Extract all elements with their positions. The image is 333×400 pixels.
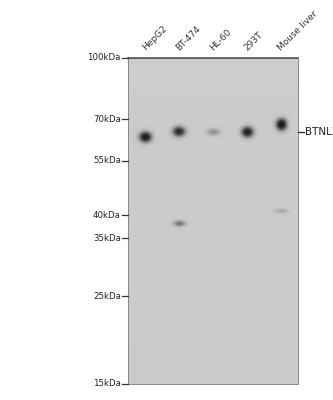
Text: BTNL2: BTNL2 [305, 127, 333, 137]
Text: Mouse liver: Mouse liver [276, 9, 320, 52]
Text: 25kDa: 25kDa [93, 292, 121, 301]
Text: BT-474: BT-474 [174, 24, 203, 52]
Text: 100kDa: 100kDa [88, 54, 121, 62]
Text: 55kDa: 55kDa [93, 156, 121, 165]
Text: HL-60: HL-60 [208, 27, 233, 52]
Bar [128, 58, 298, 384]
Text: 40kDa: 40kDa [93, 211, 121, 220]
Text: 70kDa: 70kDa [93, 115, 121, 124]
Text: 15kDa: 15kDa [93, 380, 121, 388]
Text: 293T: 293T [242, 30, 265, 52]
Text: 35kDa: 35kDa [93, 234, 121, 243]
Text: HepG2: HepG2 [141, 24, 168, 52]
